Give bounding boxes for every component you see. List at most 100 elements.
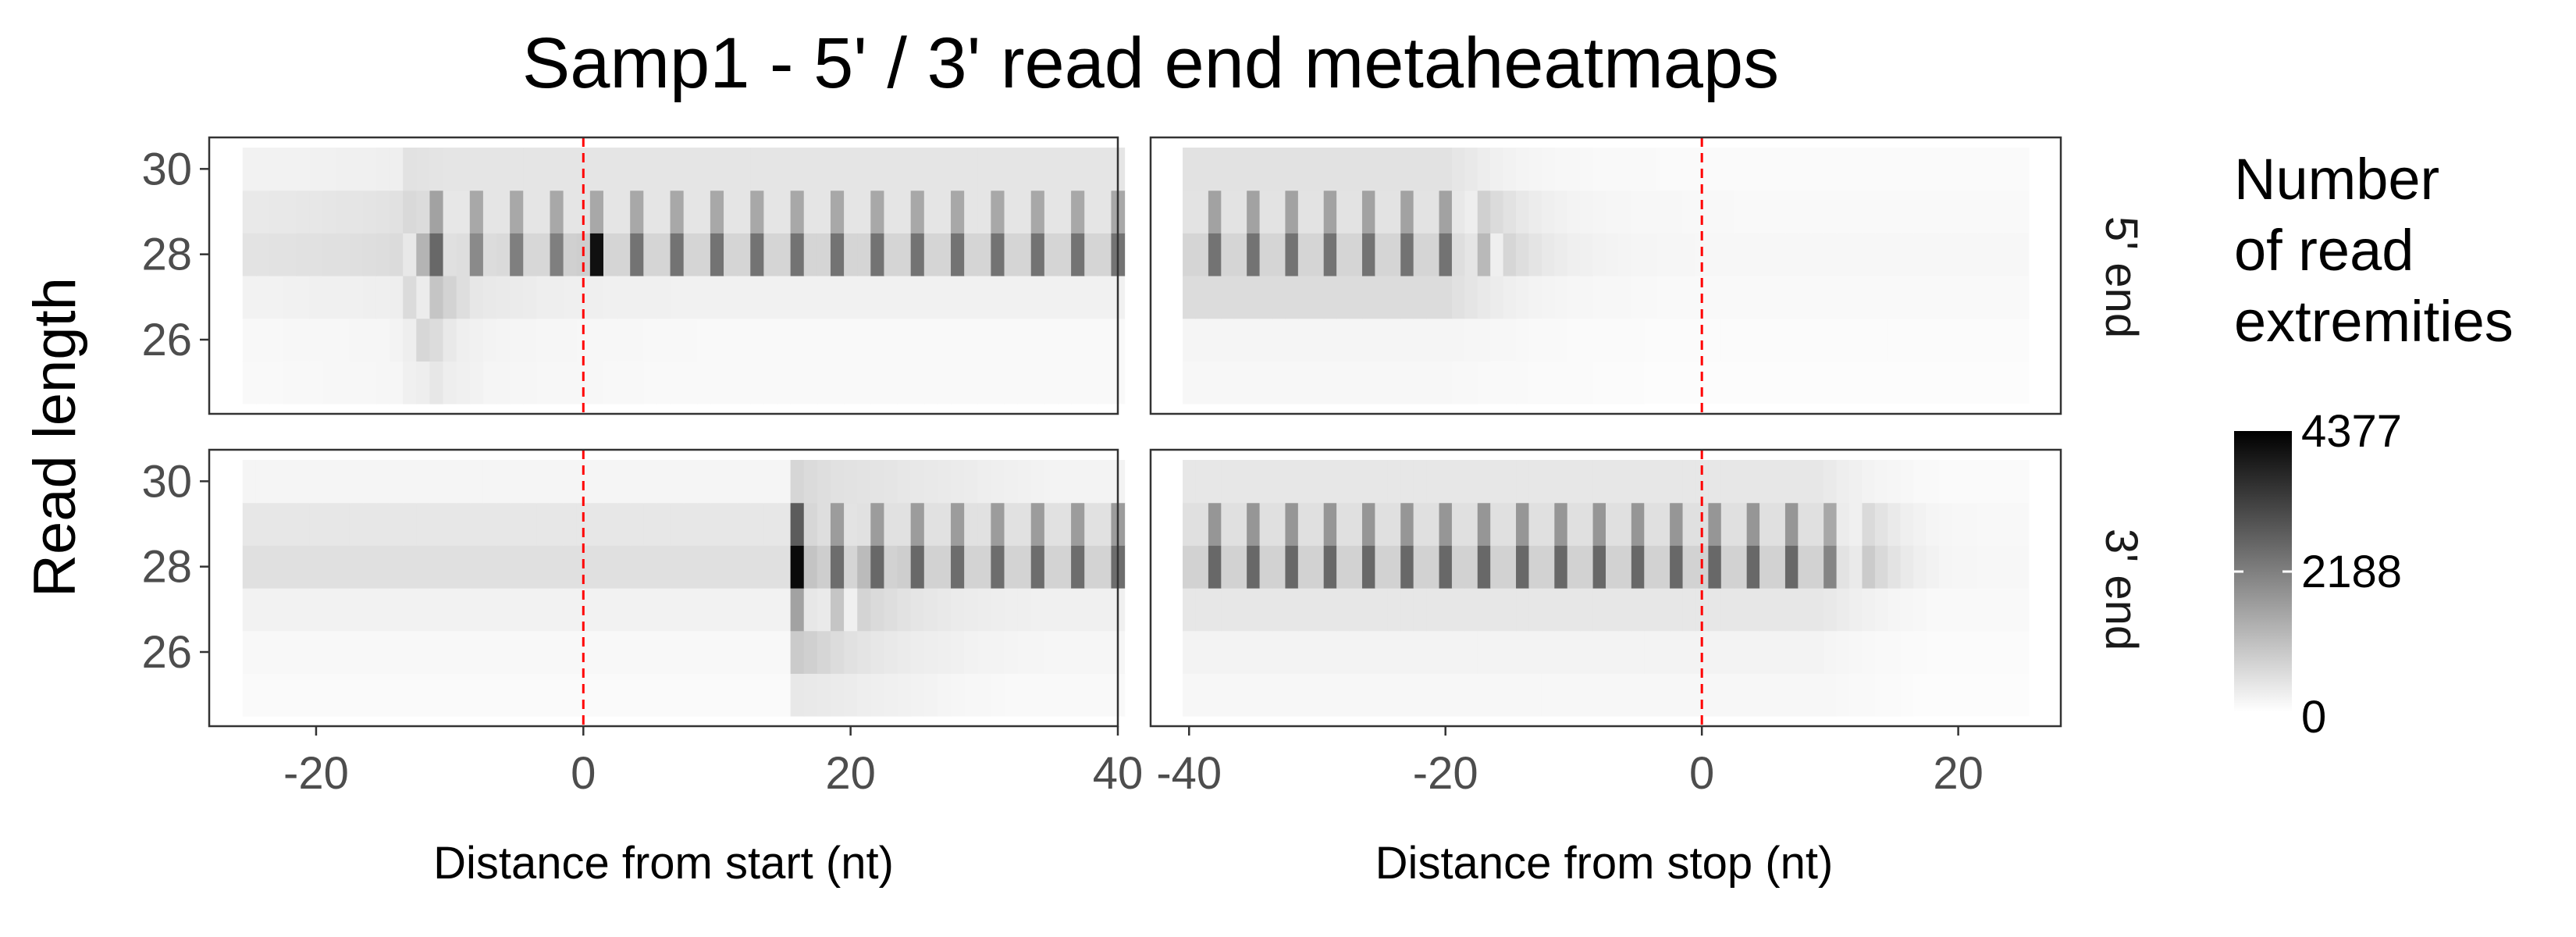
heatmap-cell — [630, 630, 644, 674]
heatmap-cell — [1759, 276, 1774, 319]
heatmap-cell — [1233, 673, 1247, 717]
heatmap-cell — [1580, 190, 1594, 233]
heatmap-cell — [443, 233, 457, 276]
heatmap-cell — [710, 148, 724, 191]
heatmap-cell — [1516, 233, 1530, 276]
heatmap-cell — [750, 502, 764, 546]
heatmap-cell — [1323, 190, 1337, 233]
heatmap-cell — [1375, 148, 1389, 191]
heatmap-cell — [857, 502, 871, 546]
heatmap-cell — [523, 190, 537, 233]
heatmap-cell — [1323, 545, 1337, 589]
heatmap-cell — [1311, 361, 1325, 404]
heatmap-cell — [1798, 630, 1812, 674]
heatmap-cell — [1656, 460, 1670, 504]
heatmap-cell — [1195, 318, 1209, 362]
heatmap-cell — [1900, 673, 1914, 717]
heatmap-cell — [456, 190, 471, 233]
heatmap-cell — [790, 545, 805, 589]
heatmap-cell — [870, 148, 885, 191]
heatmap-cell — [1977, 673, 1991, 717]
heatmap-cell — [255, 361, 270, 404]
heatmap-cell — [923, 460, 938, 504]
heatmap-cell — [1297, 148, 1311, 191]
heatmap-cell — [390, 545, 404, 589]
heatmap-cell — [1938, 630, 1953, 674]
heatmap-cell — [1759, 588, 1774, 632]
heatmap-cell — [1682, 361, 1696, 404]
heatmap-cell — [1084, 361, 1098, 404]
heatmap-cell — [1836, 588, 1850, 632]
heatmap-cell — [617, 460, 631, 504]
heatmap-cell — [1618, 233, 1632, 276]
heatmap-cell — [443, 502, 457, 546]
heatmap-cell — [1084, 502, 1098, 546]
heatmap-cell — [1567, 673, 1581, 717]
heatmap-cell — [416, 588, 431, 632]
heatmap-cell — [1336, 588, 1350, 632]
heatmap-cell — [1554, 276, 1568, 319]
heatmap-cell — [1503, 233, 1517, 276]
heatmap-cell — [937, 673, 952, 717]
heatmap-cell — [1349, 276, 1363, 319]
heatmap-cell — [1772, 233, 1786, 276]
heatmap-cell — [309, 673, 324, 717]
heatmap-cell — [1084, 190, 1098, 233]
heatmap-cell — [1708, 673, 1722, 717]
heatmap-cell — [1004, 361, 1019, 404]
heatmap-cell — [1836, 276, 1850, 319]
heatmap-cell — [817, 502, 831, 546]
heatmap-cell — [1720, 190, 1735, 233]
heatmap-cell — [1387, 190, 1401, 233]
heatmap-cell — [403, 233, 417, 276]
heatmap-cell — [1361, 233, 1375, 276]
heatmap-cell — [510, 545, 524, 589]
heatmap-cell — [1977, 460, 1991, 504]
heatmap-cell — [390, 673, 404, 717]
y-tick-label: 26 — [141, 627, 192, 678]
heatmap-cell — [1071, 673, 1085, 717]
heatmap-cell — [1272, 190, 1286, 233]
heatmap-cell — [589, 673, 604, 717]
heatmap-cell — [1451, 276, 1465, 319]
heatmap-cell — [1810, 460, 1824, 504]
heatmap-cell — [1030, 460, 1045, 504]
heatmap-cell — [536, 545, 551, 589]
heatmap-cell — [1952, 502, 1966, 546]
heatmap-cell — [1208, 148, 1222, 191]
heatmap-cell — [523, 318, 537, 362]
heatmap-cell — [617, 148, 631, 191]
heatmap-cell — [390, 502, 404, 546]
heatmap-cell — [1759, 190, 1774, 233]
heatmap-cell — [2016, 588, 2030, 632]
heatmap-cell — [1682, 673, 1696, 717]
heatmap-cell — [1708, 318, 1722, 362]
heatmap-cell — [523, 630, 537, 674]
heatmap-cell — [656, 276, 671, 319]
heatmap-cell — [857, 545, 871, 589]
heatmap-cell — [242, 630, 257, 674]
heatmap-cell — [1580, 460, 1594, 504]
heatmap-cell — [763, 233, 778, 276]
heatmap-cell — [469, 673, 484, 717]
heatmap-cell — [1759, 318, 1774, 362]
heatmap-cell — [242, 502, 257, 546]
heatmap-cell — [403, 460, 417, 504]
heatmap-cell — [1656, 545, 1670, 589]
heatmap-cell — [603, 460, 617, 504]
heatmap-cell — [1592, 318, 1606, 362]
heatmap-cell — [1554, 545, 1568, 589]
heatmap-cell — [897, 233, 912, 276]
heatmap-cell — [1644, 673, 1658, 717]
heatmap-cell — [1528, 502, 1542, 546]
heatmap-cell — [1682, 233, 1696, 276]
heatmap-cell — [683, 502, 698, 546]
heatmap-cell — [1541, 361, 1555, 404]
heatmap-cell — [523, 460, 537, 504]
heatmap-cell — [1528, 673, 1542, 717]
heatmap-cell — [964, 190, 978, 233]
heatmap-cell — [617, 502, 631, 546]
heatmap-cell — [1772, 545, 1786, 589]
x-tick-label: 0 — [1689, 748, 1714, 799]
heatmap-cell — [1400, 276, 1414, 319]
